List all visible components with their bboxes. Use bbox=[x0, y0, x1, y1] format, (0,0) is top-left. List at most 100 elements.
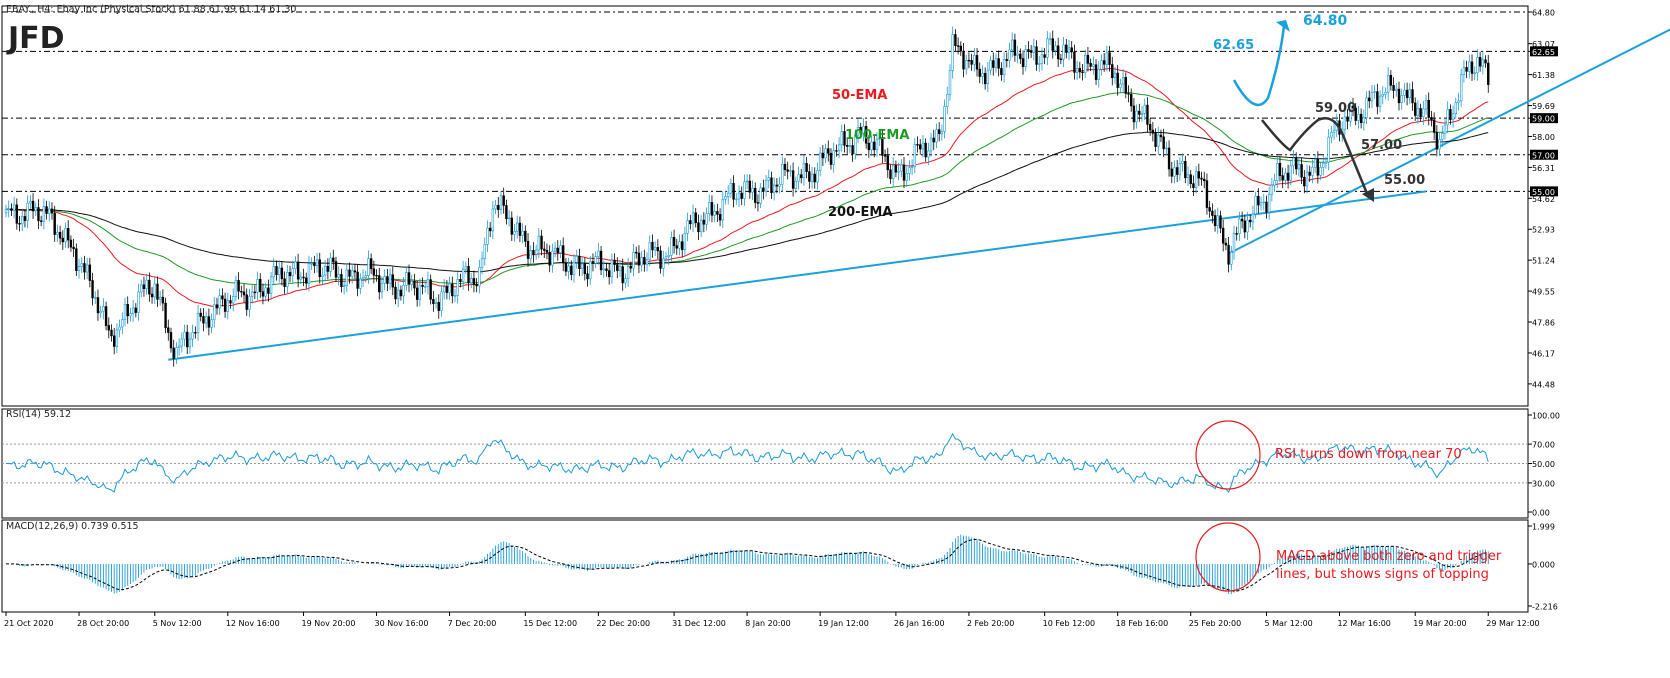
candle-body bbox=[924, 142, 927, 158]
candle-body bbox=[951, 34, 954, 71]
candle-body bbox=[981, 72, 984, 77]
candle-body bbox=[315, 259, 319, 266]
candle-body bbox=[846, 145, 849, 147]
candle-body bbox=[167, 327, 170, 333]
candle-body bbox=[394, 286, 397, 300]
candle-body bbox=[1070, 47, 1073, 53]
candle-body bbox=[1038, 63, 1041, 65]
candle-body bbox=[397, 289, 400, 300]
candle-body bbox=[827, 148, 830, 154]
candle-body bbox=[599, 250, 603, 271]
candle-body bbox=[902, 164, 906, 181]
candle-body bbox=[286, 272, 289, 287]
candle-body bbox=[1019, 53, 1022, 59]
candle-body bbox=[175, 347, 178, 359]
candle-body bbox=[1419, 108, 1422, 118]
candle-body bbox=[513, 231, 516, 235]
candle-body bbox=[708, 202, 711, 215]
bearish-arrowhead bbox=[1362, 188, 1374, 202]
candle-body bbox=[1227, 244, 1230, 265]
candle-body bbox=[313, 263, 316, 266]
candle-body bbox=[808, 171, 811, 182]
candle-body bbox=[1422, 108, 1425, 118]
candle-body bbox=[1157, 134, 1160, 147]
candle-body bbox=[305, 277, 308, 284]
candle-body bbox=[518, 222, 522, 236]
candle-body bbox=[751, 187, 754, 193]
candle-body bbox=[937, 129, 941, 135]
candle-body bbox=[959, 45, 963, 52]
candle-body bbox=[196, 312, 200, 333]
candle-body bbox=[1002, 59, 1006, 76]
candle-body bbox=[864, 126, 868, 144]
candle-body bbox=[1008, 49, 1011, 61]
ema-50-line bbox=[5, 67, 1489, 307]
candle-body bbox=[643, 257, 646, 265]
candle-body bbox=[605, 268, 608, 271]
candle-body bbox=[215, 304, 219, 309]
candle-body bbox=[921, 142, 925, 150]
candle-body bbox=[648, 241, 651, 260]
candle-body bbox=[1213, 215, 1217, 227]
candle-body bbox=[772, 184, 776, 194]
candle-body bbox=[142, 284, 146, 290]
candle-body bbox=[1343, 116, 1347, 130]
candle-body bbox=[418, 284, 422, 300]
candle-body bbox=[510, 217, 514, 235]
y-tick-label: 54.62 bbox=[1532, 195, 1555, 204]
candle-body bbox=[983, 72, 987, 85]
x-tick-label: 15 Dec 12:00 bbox=[523, 619, 577, 628]
candle-body bbox=[1027, 49, 1030, 51]
candle-body bbox=[683, 232, 687, 251]
candle-body bbox=[486, 227, 489, 245]
candle-body bbox=[283, 278, 286, 287]
candle-body bbox=[1276, 162, 1279, 181]
candle-body bbox=[1484, 59, 1487, 64]
candle-body bbox=[875, 138, 879, 151]
candle-body bbox=[756, 202, 760, 204]
candle-body bbox=[521, 230, 524, 236]
candle-body bbox=[816, 170, 819, 183]
candle-body bbox=[737, 192, 741, 200]
candle-body bbox=[291, 268, 294, 277]
candle-body bbox=[72, 246, 75, 250]
candle-body bbox=[905, 173, 908, 181]
candle-body bbox=[483, 244, 486, 259]
candle-body bbox=[670, 237, 673, 256]
candle-body bbox=[1281, 175, 1284, 181]
candle-body bbox=[743, 181, 746, 199]
candle-body bbox=[1324, 161, 1328, 164]
candle-body bbox=[172, 347, 175, 359]
candle-body bbox=[1054, 45, 1057, 51]
candle-body bbox=[129, 313, 132, 317]
candle-body bbox=[1238, 218, 1241, 234]
candle-body bbox=[1446, 109, 1449, 126]
candle-body bbox=[1459, 74, 1463, 102]
candle-body bbox=[475, 284, 478, 287]
candle-body bbox=[1065, 44, 1068, 53]
candle-body bbox=[732, 183, 735, 200]
candle-body bbox=[1370, 92, 1374, 102]
candle-body bbox=[821, 152, 825, 159]
candle-body bbox=[459, 279, 462, 282]
candle-body bbox=[994, 58, 998, 68]
candle-body bbox=[140, 284, 143, 293]
candle-body bbox=[716, 211, 719, 215]
rsi-y-tick-label: 70.00 bbox=[1532, 441, 1555, 450]
candle-body bbox=[345, 269, 349, 286]
candle-body bbox=[1278, 162, 1282, 176]
candle-body bbox=[1173, 167, 1176, 177]
candle-body bbox=[1092, 64, 1095, 67]
candle-body bbox=[1186, 174, 1190, 179]
candle-body bbox=[1303, 176, 1306, 187]
candle-body bbox=[210, 319, 213, 328]
candle-body bbox=[813, 173, 816, 183]
x-tick-label: 5 Nov 12:00 bbox=[153, 619, 202, 628]
candle-body bbox=[426, 279, 430, 287]
candle-body bbox=[699, 219, 703, 233]
candle-body bbox=[7, 208, 10, 210]
candle-body bbox=[237, 280, 240, 292]
candle-body bbox=[1046, 38, 1049, 58]
bearish-path bbox=[1261, 117, 1370, 197]
candle-body bbox=[932, 137, 935, 143]
